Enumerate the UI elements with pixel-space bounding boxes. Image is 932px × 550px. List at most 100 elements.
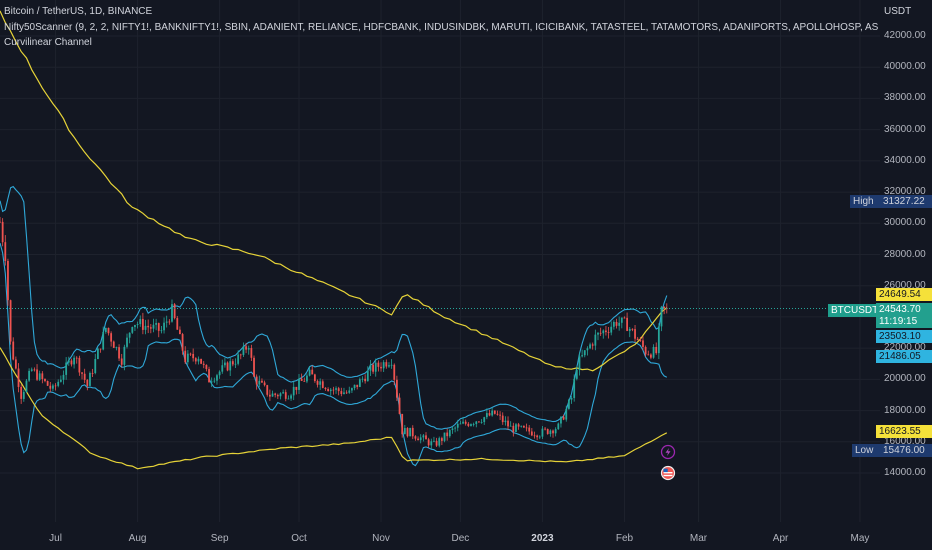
low-tag-label: Low <box>852 444 880 457</box>
candle <box>462 416 464 425</box>
candle <box>446 428 449 441</box>
candle <box>200 358 202 365</box>
candle <box>634 325 636 343</box>
candle <box>189 352 192 357</box>
candle <box>663 306 666 315</box>
candle <box>179 326 181 335</box>
candle <box>501 412 504 425</box>
currency-label[interactable]: USDT <box>884 6 912 17</box>
candle <box>107 327 110 336</box>
candle <box>393 363 396 386</box>
candle <box>303 377 306 382</box>
lightning-icon[interactable] <box>660 444 676 460</box>
candle <box>268 389 271 401</box>
us-flag-icon[interactable] <box>660 465 676 481</box>
channel-legend[interactable]: Curvilinear Channel <box>4 37 92 48</box>
candle <box>530 428 533 437</box>
candle <box>81 371 83 380</box>
candle <box>544 427 546 431</box>
chart-title: Bitcoin / TetherUS, 1D, BINANCE <box>4 6 153 17</box>
y-tick-label: 28000.00 <box>884 248 926 260</box>
candle <box>186 350 189 365</box>
candle <box>657 323 660 360</box>
candle <box>149 323 152 334</box>
candle <box>327 387 330 392</box>
candle <box>464 419 467 426</box>
candle <box>538 435 541 440</box>
candle <box>414 435 417 441</box>
candle <box>239 353 242 360</box>
candle <box>515 423 517 433</box>
price-chart[interactable] <box>0 0 880 522</box>
candle <box>306 373 308 384</box>
candle <box>351 387 353 393</box>
candle <box>398 393 401 415</box>
candle <box>411 425 414 440</box>
candle <box>224 357 226 368</box>
candle <box>22 389 25 402</box>
candle <box>229 357 232 376</box>
candle <box>337 386 340 396</box>
x-tick-label: Apr <box>772 533 789 544</box>
candle <box>17 363 20 393</box>
candle <box>4 235 7 266</box>
candle <box>134 324 136 331</box>
candle <box>618 316 621 331</box>
candle <box>650 353 652 360</box>
candle <box>488 409 491 417</box>
candle <box>401 413 404 438</box>
indicator-legend[interactable]: Nifty50Scanner (9, 2, 2, NIFTY1!, BANKNI… <box>4 22 878 33</box>
candle <box>409 427 412 437</box>
y-tick-label: 20000.00 <box>884 373 926 385</box>
candle <box>33 367 36 372</box>
candle <box>123 344 126 371</box>
candle <box>480 419 483 424</box>
candle <box>356 384 359 390</box>
candle <box>28 368 31 382</box>
candle <box>163 317 165 334</box>
candle <box>261 378 263 383</box>
candle <box>136 321 139 329</box>
candle <box>176 315 179 330</box>
candle <box>147 319 150 334</box>
candle <box>221 359 224 374</box>
candle <box>422 433 425 442</box>
candle <box>173 302 176 320</box>
candle <box>499 411 501 420</box>
candle <box>157 322 160 338</box>
candle <box>112 340 115 348</box>
candle <box>377 360 380 372</box>
candle <box>197 356 200 365</box>
candle <box>345 390 348 394</box>
candle <box>470 423 472 427</box>
candle <box>41 371 44 384</box>
candle <box>438 436 441 448</box>
candle <box>562 414 565 421</box>
candle <box>369 360 372 377</box>
candle <box>343 387 345 395</box>
btcusdt-price-tag: 24543.70 <box>876 303 932 316</box>
candle <box>168 319 171 325</box>
candle <box>523 425 525 429</box>
candle <box>396 375 398 402</box>
candle <box>86 379 89 391</box>
candle <box>25 379 28 393</box>
envelope-lower-line <box>0 242 668 467</box>
x-tick-label: Jul <box>49 533 62 544</box>
y-tick-label: 22000.00 <box>884 342 926 354</box>
candle <box>237 350 240 366</box>
candle <box>472 422 475 427</box>
candle <box>353 384 356 391</box>
candle <box>218 370 221 379</box>
candle <box>528 425 531 435</box>
candle <box>425 432 427 440</box>
candle <box>589 342 591 350</box>
candle <box>512 422 515 437</box>
x-tick-label: May <box>850 533 870 544</box>
candle <box>483 416 486 425</box>
candle <box>242 342 245 357</box>
candle <box>324 387 327 391</box>
candle <box>570 395 573 404</box>
candle <box>435 437 438 447</box>
candle <box>59 375 62 383</box>
